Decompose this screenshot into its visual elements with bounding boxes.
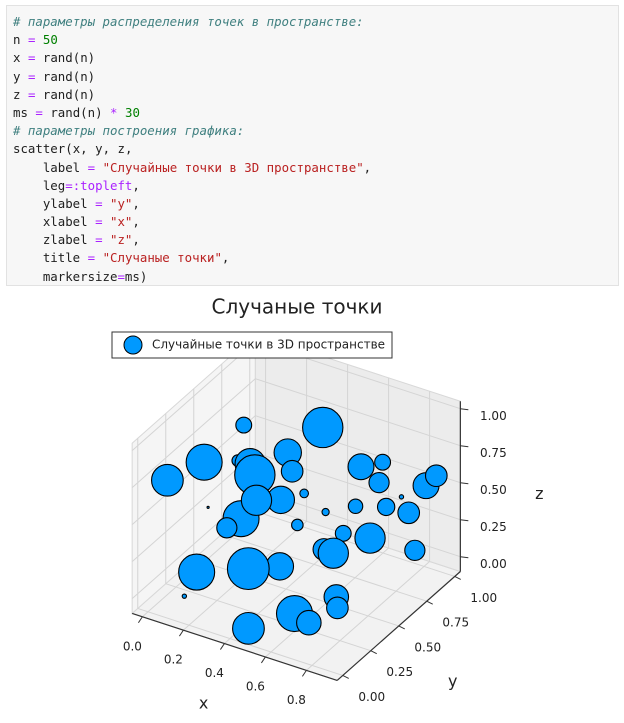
point	[280, 459, 304, 483]
z-tick	[460, 445, 469, 448]
point	[296, 609, 322, 636]
code-line: markersize=ms)	[42, 268, 148, 284]
x-axis-label: x	[199, 693, 208, 712]
y-tick	[398, 625, 405, 630]
point	[291, 518, 304, 532]
y-tick	[454, 576, 461, 580]
x-tick	[137, 616, 143, 624]
x-tick	[219, 643, 225, 650]
code-line: # параметры распределения точек в простр…	[13, 14, 364, 29]
point	[347, 498, 364, 515]
point	[240, 484, 273, 516]
x-tick	[178, 629, 184, 637]
x-tick-label: 0.8	[287, 693, 306, 707]
z-tick-label: 0.75	[480, 446, 507, 460]
point	[226, 547, 270, 591]
code-line: ylabel = "y",	[42, 195, 140, 211]
point	[181, 593, 188, 599]
z-tick	[460, 482, 469, 485]
grid-line	[249, 508, 455, 577]
point	[397, 501, 421, 525]
y-tick-label: 0.00	[358, 690, 385, 704]
z-tick-label: 0.00	[480, 557, 507, 571]
point	[368, 472, 390, 494]
y-tick-label: 1.00	[470, 591, 497, 605]
x-tick-label: 0.0	[123, 639, 142, 653]
legend-marker	[123, 335, 143, 355]
point	[404, 539, 426, 561]
axis-line	[131, 612, 338, 681]
point	[398, 494, 405, 500]
point	[347, 453, 375, 481]
code-line: ms = rand(n) * 30	[13, 104, 140, 120]
chart: Случаные точки 0.00.20.40.60.8 0.000.250.…	[111, 295, 544, 712]
x-tick-label: 0.6	[246, 679, 265, 693]
x-tick	[301, 670, 307, 677]
point	[265, 552, 295, 581]
z-tick	[460, 556, 469, 559]
point	[235, 416, 253, 434]
point	[206, 505, 210, 510]
x-tick	[260, 656, 266, 664]
code-line: label = "Случайные точки в 3D пространст…	[42, 159, 372, 175]
point	[299, 488, 310, 499]
y-tick	[370, 650, 377, 655]
grid-line	[131, 378, 256, 488]
code-line: # параметры построения графика:	[13, 123, 245, 139]
point	[178, 553, 216, 591]
y-tick-label: 0.25	[386, 665, 413, 679]
z-tick	[460, 408, 469, 411]
legend-box	[111, 331, 393, 359]
code-line: title = "Случаные точки",	[42, 250, 230, 266]
chart-title: Случаные точки	[212, 295, 383, 319]
code-line: z = rand(n)	[13, 86, 96, 102]
z-tick-label: 0.50	[480, 483, 507, 497]
code-line: scatter(x, y, z,	[13, 141, 133, 157]
code-cell: # параметры распределения точек в простр…	[6, 5, 619, 286]
point	[354, 522, 386, 554]
y-tick	[342, 675, 349, 679]
y-tick-label: 0.50	[414, 640, 441, 654]
z-tick-label: 0.25	[480, 520, 507, 534]
y-tick-label: 0.75	[442, 616, 469, 630]
code-line: n = 50	[13, 32, 58, 48]
grid-line	[165, 583, 371, 652]
y-axis-label: y	[448, 671, 457, 690]
code-line: xlabel = "x",	[42, 214, 140, 230]
x-tick-label: 0.2	[164, 653, 183, 667]
code-line: leg=:topleft,	[42, 177, 140, 193]
point	[376, 497, 396, 517]
grid-line	[221, 533, 427, 602]
point	[321, 507, 330, 517]
grid-line	[255, 378, 461, 447]
x-tick-label: 0.4	[205, 666, 224, 680]
grid-line	[131, 341, 256, 451]
code-line: y = rand(n)	[13, 68, 96, 84]
z-tick	[460, 519, 469, 522]
point	[374, 453, 392, 471]
point	[232, 611, 265, 645]
point	[185, 443, 223, 481]
point	[302, 406, 344, 449]
axis-line	[336, 571, 461, 681]
code-line: x = rand(n)	[13, 50, 96, 66]
point	[216, 517, 238, 539]
point	[151, 463, 184, 497]
code-line: zlabel = "z",	[42, 232, 140, 248]
point	[317, 537, 349, 569]
point	[326, 596, 349, 620]
point	[424, 464, 448, 488]
z-axis-label: z	[535, 484, 543, 503]
z-tick-label: 1.00	[480, 409, 507, 423]
y-tick	[426, 600, 433, 605]
legend-label: Случайные точки в 3D пространстве	[152, 338, 385, 352]
